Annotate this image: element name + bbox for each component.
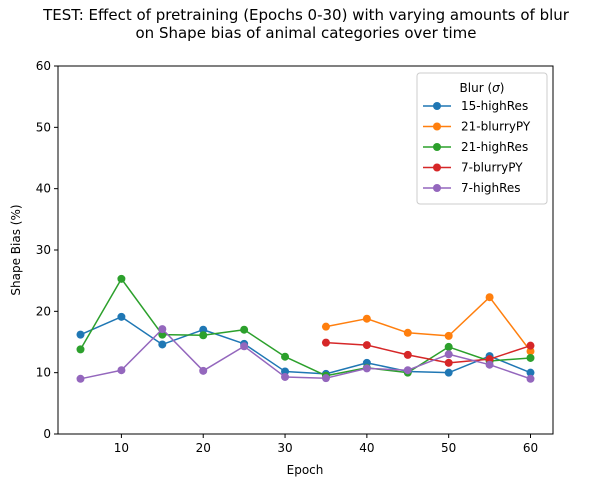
data-point	[485, 360, 494, 369]
series-line	[325, 296, 532, 352]
data-point	[444, 358, 453, 367]
y-tick-label: 20	[36, 304, 51, 318]
data-point	[526, 374, 535, 383]
data-point	[362, 341, 371, 350]
legend-items: 15-highRes 21-blurryPY 21-highRes 7-blurryP…	[423, 99, 531, 195]
y-axis: 0 10 20 30 40 50 60	[36, 59, 58, 441]
data-point	[281, 372, 290, 381]
y-tick-label: 40	[36, 182, 51, 196]
data-point	[403, 366, 412, 375]
series-21-blurryPY	[321, 293, 535, 356]
x-tick-label: 20	[196, 441, 211, 455]
legend-title: Blur (σ)	[460, 81, 505, 95]
data-point	[526, 368, 535, 377]
x-tick-label: 30	[277, 441, 292, 455]
x-tick-label: 60	[523, 441, 538, 455]
data-point	[526, 341, 535, 350]
data-point	[362, 364, 371, 373]
data-point	[321, 338, 330, 347]
legend-marker	[433, 143, 441, 151]
data-point	[76, 330, 85, 339]
y-tick-label: 10	[36, 366, 51, 380]
data-point	[240, 325, 249, 334]
legend-item: 21-blurryPY	[423, 120, 531, 134]
data-point	[321, 322, 330, 331]
series-7-highRes	[76, 325, 535, 383]
x-axis-label: Epoch	[287, 463, 324, 477]
data-point	[158, 330, 167, 339]
legend-marker	[433, 163, 441, 172]
legend-label: 7-blurryPY	[461, 161, 523, 175]
legend: Blur (σ) 15-highRes 21-blurryPY 21-highRes…	[416, 72, 548, 205]
legend-label: 7-highRes	[461, 181, 521, 195]
y-axis-label: Shape Bias (%)	[9, 204, 23, 295]
data-point	[485, 355, 494, 364]
data-point	[76, 345, 85, 354]
data-point	[403, 350, 412, 359]
data-point	[362, 314, 371, 323]
series-layer	[76, 274, 535, 383]
data-point	[403, 328, 412, 337]
data-point	[117, 366, 126, 375]
legend-label: 15-highRes	[461, 99, 528, 113]
data-point	[526, 347, 535, 356]
data-point	[444, 342, 453, 351]
legend-item: 21-highRes	[423, 140, 528, 154]
series-21-highRes	[76, 274, 535, 380]
data-point	[158, 340, 167, 349]
data-point	[117, 312, 126, 321]
data-point	[444, 368, 453, 377]
legend-marker	[433, 184, 441, 192]
series-line	[80, 316, 531, 375]
data-point	[526, 353, 535, 362]
legend-item: 7-blurryPY	[423, 161, 523, 175]
data-point	[444, 350, 453, 359]
x-tick-label: 10	[114, 441, 129, 455]
data-point	[199, 366, 208, 375]
legend-label: 21-blurryPY	[461, 120, 531, 134]
data-point	[281, 367, 290, 376]
legend-marker	[433, 122, 441, 131]
series-line	[80, 328, 531, 380]
data-point	[321, 374, 330, 383]
legend-marker	[433, 102, 441, 110]
x-axis: 10 20 30 40 50 60	[114, 434, 538, 455]
data-point	[199, 325, 208, 334]
chart-title-line-2: on Shape bias of animal categories over …	[136, 24, 477, 42]
legend-item: 7-highRes	[423, 181, 521, 195]
x-tick-label: 50	[441, 441, 456, 455]
chart-title-line-1: TEST: Effect of pretraining (Epochs 0-30…	[42, 6, 570, 24]
y-tick-label: 50	[36, 120, 51, 134]
data-point	[485, 293, 494, 302]
data-point	[76, 374, 85, 383]
y-tick-label: 0	[43, 427, 51, 441]
series-7-blurryPY	[321, 338, 535, 367]
series-line	[325, 341, 531, 364]
legend-label: 21-highRes	[461, 140, 528, 154]
data-point	[117, 274, 126, 283]
x-tick-label: 40	[359, 441, 374, 455]
data-point	[240, 342, 249, 351]
series-line	[79, 278, 531, 377]
y-tick-label: 30	[36, 243, 51, 257]
data-point	[158, 325, 167, 334]
data-point	[281, 352, 290, 361]
y-tick-label: 60	[36, 59, 51, 73]
legend-item: 15-highRes	[423, 99, 528, 113]
data-point	[199, 331, 208, 340]
data-point	[444, 331, 453, 340]
